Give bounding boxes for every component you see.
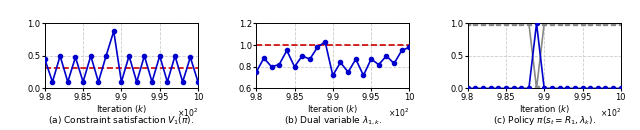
X-axis label: Iteration $(k)$: Iteration $(k)$ — [307, 103, 358, 115]
Text: $\times10^2$: $\times10^2$ — [600, 107, 621, 119]
Text: (a) Constraint satisfaction $V_1(\pi)$.: (a) Constraint satisfaction $V_1(\pi)$. — [48, 115, 195, 127]
Text: (c) Policy $\pi(s_t = R_1, \lambda_k)$.: (c) Policy $\pi(s_t = R_1, \lambda_k)$. — [493, 114, 596, 127]
Text: $\times10^2$: $\times10^2$ — [388, 107, 410, 119]
X-axis label: Iteration $(k)$: Iteration $(k)$ — [96, 103, 147, 115]
Text: (b) Dual variable $\lambda_{1,k}$.: (b) Dual variable $\lambda_{1,k}$. — [284, 115, 382, 127]
X-axis label: Iteration $(k)$: Iteration $(k)$ — [519, 103, 570, 115]
Text: $\times10^2$: $\times10^2$ — [177, 107, 198, 119]
